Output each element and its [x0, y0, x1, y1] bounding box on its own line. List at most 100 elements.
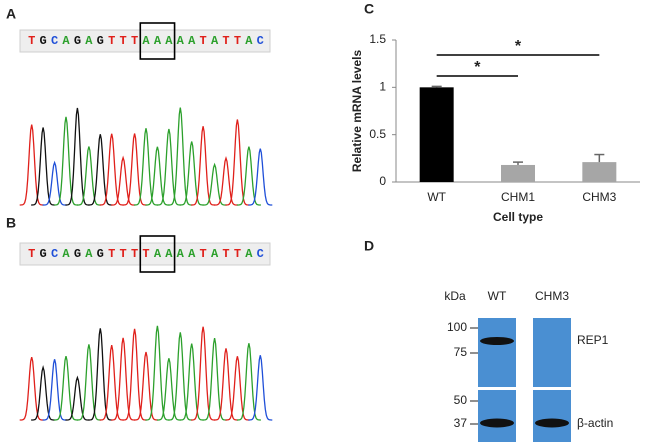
base-letter: T [222, 34, 229, 48]
lane-label: WT [488, 289, 507, 303]
base-letter: T [28, 247, 35, 261]
chromatogram [19, 107, 273, 206]
trace-peak [19, 356, 44, 421]
trace-peak [168, 332, 193, 421]
trace-peak [99, 133, 124, 206]
bar [582, 162, 617, 182]
trace-peak [179, 343, 204, 421]
trace-peak [76, 344, 101, 421]
significance-label: * [515, 38, 522, 55]
bar [419, 87, 454, 182]
trace-peak [88, 134, 113, 206]
trace-peak [134, 351, 158, 421]
base-letter: T [28, 34, 35, 48]
panel-label: A [6, 6, 16, 22]
base-letter: A [154, 34, 162, 48]
trace-peak [99, 344, 124, 421]
blot-panel [478, 318, 516, 387]
y-axis-label: Relative mRNA levels [350, 50, 364, 173]
band [535, 418, 569, 428]
base-letter: A [245, 34, 253, 48]
trace-peak [31, 127, 56, 206]
trace-peak [248, 355, 273, 421]
base-letter: T [222, 247, 229, 261]
trace-peak [65, 107, 90, 206]
base-letter: A [211, 247, 219, 261]
base-letter: T [108, 247, 115, 261]
protein-label: β-actin [577, 416, 613, 430]
trace-peak [179, 141, 204, 206]
chromatogram [19, 325, 273, 421]
base-letter: G [97, 247, 104, 261]
panel-label: C [364, 1, 374, 17]
blot-panel [533, 390, 571, 442]
trace-peak [214, 156, 238, 206]
base-letter: A [85, 247, 93, 261]
x-tick-label: WT [427, 190, 446, 204]
y-tick-label: 1.5 [369, 32, 386, 46]
base-letter: G [97, 34, 104, 48]
trace-peak [54, 116, 78, 206]
base-letter: C [257, 247, 264, 261]
panel-label: D [364, 238, 374, 254]
highlight-box [139, 235, 176, 273]
trace-peak [42, 160, 67, 206]
base-letter: A [85, 34, 93, 48]
sequence-strip [19, 242, 271, 266]
trace-peak [168, 107, 193, 206]
trace-peak [191, 126, 216, 206]
trace-peak [214, 348, 238, 421]
base-letter: C [257, 34, 264, 48]
trace-peak [236, 146, 261, 206]
marker-label: 75 [454, 345, 468, 359]
trace-peak [134, 128, 158, 206]
trace-peak [225, 119, 250, 206]
band [480, 418, 514, 428]
trace-peak [111, 155, 136, 206]
sequence-strip [19, 29, 271, 53]
x-tick-label: CHM1 [501, 190, 535, 204]
base-letter: A [177, 34, 185, 48]
base-letter: T [234, 247, 241, 261]
trace-peak [248, 148, 273, 206]
x-axis-label: Cell type [493, 210, 543, 224]
y-tick-label: 0 [379, 174, 386, 188]
base-letter: G [74, 34, 81, 48]
trace-peak [202, 337, 227, 421]
trace-peak [145, 146, 170, 206]
bar [501, 164, 535, 182]
trace-peak [88, 328, 113, 421]
trace-peak [202, 162, 227, 206]
blot-panel [478, 390, 516, 442]
base-letter: A [165, 34, 173, 48]
base-letter: A [245, 247, 253, 261]
base-letter: T [131, 247, 138, 261]
base-letter: A [188, 34, 196, 48]
base-letter: A [62, 247, 70, 261]
panel-label: B [6, 215, 16, 231]
trace-peak [122, 133, 147, 206]
base-letter: C [51, 34, 58, 48]
marker-label: 100 [447, 320, 467, 334]
base-letter: A [142, 34, 150, 48]
base-letter: T [200, 247, 207, 261]
trace-peak [156, 358, 181, 421]
base-letter: A [62, 34, 70, 48]
base-letter: T [120, 247, 127, 261]
base-letter: G [40, 34, 47, 48]
trace-peak [122, 328, 147, 421]
base-letter: G [40, 247, 47, 261]
base-letter: A [154, 247, 162, 261]
band [480, 337, 514, 345]
trace-peak [42, 359, 67, 421]
marker-label: 37 [454, 416, 468, 430]
trace-peak [19, 124, 44, 206]
base-letter: C [51, 247, 58, 261]
trace-peak [76, 146, 101, 206]
base-letter: T [200, 34, 207, 48]
base-letter: A [188, 247, 196, 261]
blot-unit: kDa [444, 289, 466, 303]
trace-peak [156, 128, 181, 206]
trace-peak [145, 325, 170, 421]
highlight-box [139, 22, 176, 60]
